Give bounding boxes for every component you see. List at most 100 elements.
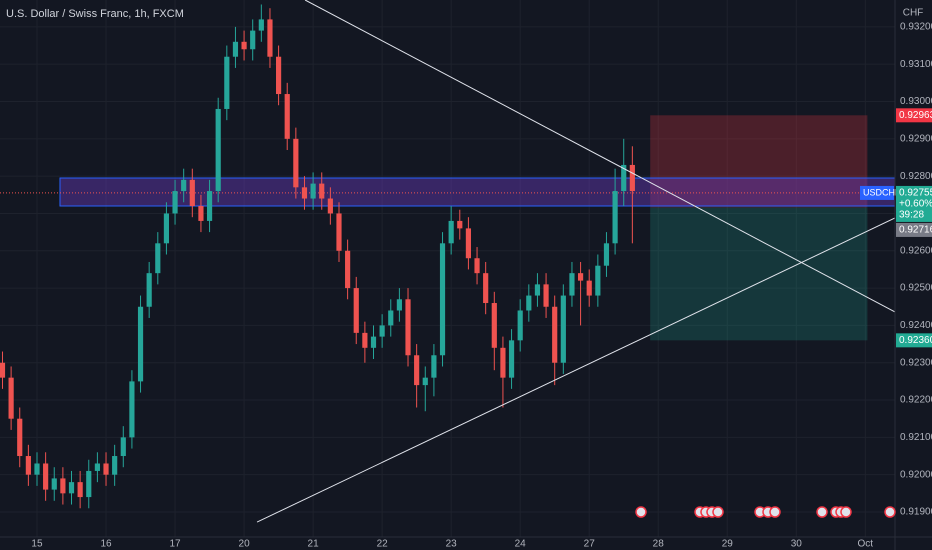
x-tick-label: 16	[100, 539, 112, 550]
candle-body	[336, 213, 342, 251]
price-label: 0.92360	[899, 335, 932, 346]
x-tick-label: 21	[308, 539, 320, 550]
candle-body	[293, 138, 299, 188]
candle-body	[577, 273, 584, 281]
candle-body	[414, 355, 420, 386]
chart-title: U.S. Dollar / Swiss Franc, 1h, FXCM	[6, 8, 184, 20]
candle-body	[345, 250, 351, 289]
currency-box	[896, 4, 932, 28]
candle-body	[500, 347, 506, 378]
x-tick-label: 22	[377, 539, 389, 550]
candle-body	[206, 191, 213, 221]
symbol: USDCHF	[863, 187, 901, 197]
candle-body	[612, 191, 618, 244]
candle-body	[0, 362, 6, 378]
candle-body	[595, 265, 601, 296]
target-zone	[650, 207, 868, 341]
symbol-box	[860, 185, 894, 200]
price-label: 0.92963	[899, 110, 932, 121]
x-tick-label: 15	[31, 539, 43, 550]
x-tick-label: Oct	[858, 539, 874, 550]
candle-body	[491, 303, 497, 348]
candle-body	[457, 220, 463, 229]
candle-body	[483, 273, 489, 304]
candle-body	[370, 336, 377, 348]
candle-body	[388, 310, 394, 326]
candle-body	[120, 437, 126, 457]
candle-body	[146, 273, 152, 307]
candle-body	[526, 295, 532, 311]
candle-body	[17, 418, 23, 457]
candle-body	[94, 463, 100, 471]
change: +0.60%	[899, 199, 932, 210]
candle-body	[68, 482, 75, 494]
countdown: 39:28	[899, 210, 924, 221]
currency: CHF	[903, 8, 924, 19]
candle-body	[448, 220, 454, 244]
candle-body	[25, 456, 31, 475]
candle-body	[301, 187, 308, 199]
candle-body	[189, 179, 195, 206]
candle-body	[284, 94, 290, 139]
x-tick-label: 17	[169, 539, 181, 550]
y-tick-label: 0.93200	[900, 22, 932, 33]
candle-body	[621, 164, 627, 192]
stop-zone	[650, 115, 868, 208]
candle-body	[155, 243, 161, 274]
candle-body	[276, 56, 282, 95]
candle-body	[129, 381, 135, 438]
candle-body	[310, 183, 316, 199]
candle-body	[629, 164, 635, 192]
candle-body	[8, 377, 14, 419]
resistance-zone	[59, 177, 896, 207]
x-tick-label: 23	[446, 539, 458, 550]
candle-body	[431, 355, 437, 378]
x-tick-label: 24	[515, 539, 527, 550]
candle-body	[552, 306, 558, 363]
candle-body	[43, 463, 49, 490]
candle-body	[103, 463, 109, 475]
candle-body	[77, 482, 83, 498]
candle-body	[241, 41, 247, 50]
candle-body	[586, 280, 592, 296]
candle-body	[534, 284, 541, 296]
candle-body	[422, 377, 428, 386]
candle-body	[362, 332, 368, 348]
plot-area	[0, 0, 896, 537]
last-price-box	[896, 185, 932, 222]
candle-body	[396, 299, 402, 311]
candle-body	[465, 228, 472, 259]
price-label-box	[896, 333, 932, 348]
candle-body	[86, 470, 92, 498]
candle-body	[543, 284, 549, 307]
candle-body	[215, 108, 221, 192]
x-tick-label: 29	[722, 539, 734, 550]
candle-body	[569, 273, 575, 296]
candle-body	[474, 258, 480, 274]
candle-body	[198, 205, 204, 221]
x-tick-label: 20	[239, 539, 251, 550]
candle-body	[517, 310, 523, 341]
candle-body	[232, 41, 239, 57]
candle-body	[34, 463, 40, 475]
trendline	[304, 0, 896, 313]
candle-body	[353, 288, 359, 333]
candle-body	[379, 325, 385, 337]
candle-body	[172, 191, 178, 214]
candle-body	[267, 19, 273, 57]
candle-body	[319, 183, 325, 199]
candle-body	[508, 340, 515, 378]
